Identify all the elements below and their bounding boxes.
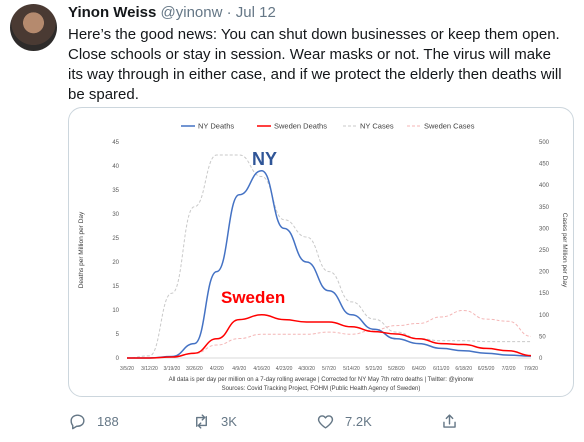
author-handle[interactable]: @yinonw — [160, 4, 223, 21]
x-tick-label: 7/2/20 — [502, 366, 516, 372]
y2-tick-label: 500 — [539, 140, 550, 146]
x-tick-label: 3/26/20 — [186, 366, 203, 372]
x-tick-label: 3/19/20 — [164, 366, 181, 372]
x-tick-label: 5/14/20 — [343, 366, 360, 372]
series-line-sweden-deaths — [126, 314, 532, 359]
y-tick-label: 40 — [112, 164, 119, 170]
y2-tick-label: 0 — [539, 356, 543, 362]
tweet-date[interactable]: Jul 12 — [235, 4, 276, 21]
x-tick-label: 7/9/20 — [524, 366, 538, 372]
tweet-header: Yinon Weiss @yinonw · Jul 12 — [68, 4, 276, 21]
x-tick-label: 5/7/20 — [322, 366, 336, 372]
separator-dot: · — [226, 4, 232, 21]
x-tick-label: 4/9/20 — [232, 366, 246, 372]
reply-button[interactable]: 188 — [68, 412, 119, 431]
share-icon — [443, 414, 456, 428]
x-tick-label: 3/5/20 — [120, 366, 134, 372]
like-count: 7.2K — [345, 414, 372, 429]
y2-tick-label: 150 — [539, 291, 550, 297]
y2-tick-label: 450 — [539, 162, 550, 168]
annotation-ny: NY — [252, 149, 277, 169]
annotation-sweden: Sweden — [221, 288, 285, 307]
tweet-media-chart[interactable]: 0 5 10 15 20 25 30 35 40 45 0 50 100 150 200 250 300 350 4… — [68, 107, 574, 397]
like-button[interactable]: 7.2K — [316, 412, 372, 431]
legend-label: Sweden Cases — [424, 122, 475, 131]
x-tick-label: 5/28/20 — [388, 366, 405, 372]
tweet-text: Here’s the good news: You can shut down … — [68, 26, 562, 103]
author-avatar[interactable] — [10, 4, 57, 51]
y-tick-label: 30 — [112, 212, 119, 218]
x-tick-label: 6/4/20 — [412, 366, 426, 372]
retweet-count: 3K — [221, 414, 237, 429]
y2-tick-label: 100 — [539, 313, 550, 319]
share-button[interactable] — [440, 412, 469, 431]
x-tick-label: 4/30/20 — [298, 366, 315, 372]
y-axis-title: Deaths per Million per Day — [78, 211, 85, 288]
author-name[interactable]: Yinon Weiss — [68, 4, 157, 21]
legend-label: NY Deaths — [198, 122, 234, 131]
chart-footnote: All data is per day per million on a 7-d… — [169, 377, 474, 383]
x-tick-label: 4/23/20 — [276, 366, 293, 372]
y2-tick-label: 200 — [539, 270, 550, 276]
legend-label: Sweden Deaths — [274, 122, 327, 131]
series-line-ny-deaths — [126, 170, 532, 359]
x-tick-label: 6/18/20 — [455, 366, 472, 372]
y-tick-label: 45 — [112, 140, 119, 146]
y2-tick-label: 400 — [539, 183, 550, 189]
y2-tick-label: 350 — [539, 205, 550, 211]
heart-icon — [317, 415, 334, 429]
x-tick-label: 5/21/20 — [366, 366, 383, 372]
y2-axis-title: Cases per Million per Day — [561, 213, 568, 288]
y2-tick-label: 250 — [539, 248, 550, 254]
chart-sources: Sources: Covid Tracking Project, FOHM (P… — [222, 386, 421, 392]
y-tick-label: 35 — [112, 188, 119, 194]
y-tick-label: 15 — [112, 284, 119, 290]
chart: 0510152025303540450501001502002503003504… — [78, 122, 568, 393]
series-line-ny-cases — [126, 154, 531, 359]
reply-count: 188 — [97, 414, 119, 429]
y2-tick-label: 50 — [539, 334, 546, 340]
y2-tick-label: 300 — [539, 226, 550, 232]
tweet-actions: 188 3K 7.2K — [68, 412, 568, 436]
retweet-button[interactable]: 3K — [192, 412, 237, 431]
reply-icon — [70, 414, 85, 430]
y-tick-label: 25 — [112, 236, 119, 242]
y-tick-label: 20 — [112, 260, 119, 266]
x-tick-label: 4/2/20 — [210, 366, 224, 372]
y-tick-label: 5 — [116, 332, 120, 338]
y-tick-label: 0 — [116, 356, 120, 362]
x-tick-label: 4/16/20 — [253, 366, 270, 372]
x-tick-label: 6/11/20 — [433, 366, 450, 372]
x-tick-label: 6/25/20 — [478, 366, 495, 372]
retweet-icon — [196, 414, 207, 429]
legend-label: NY Cases — [360, 122, 394, 131]
y-tick-label: 10 — [112, 308, 119, 314]
x-tick-label: 3/12/20 — [141, 366, 158, 372]
